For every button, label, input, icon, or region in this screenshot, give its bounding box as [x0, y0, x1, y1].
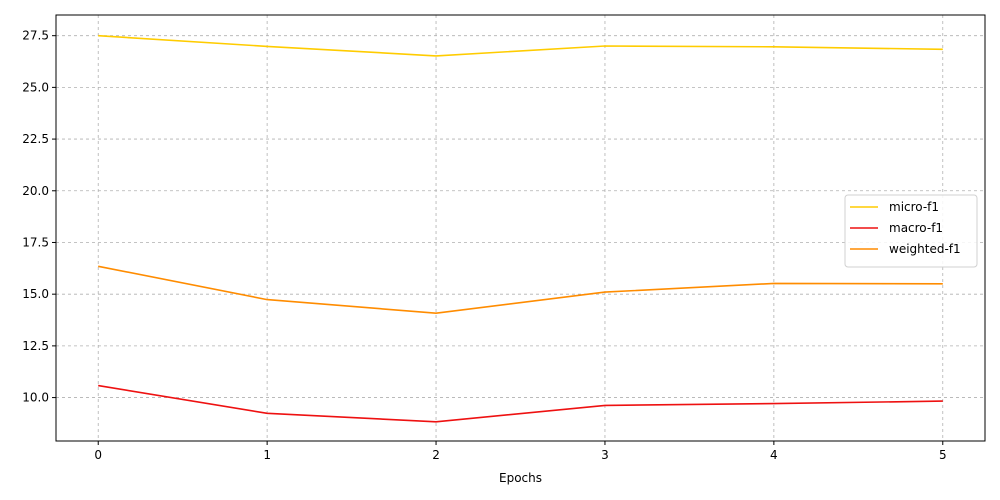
plot-area: [55, 14, 986, 442]
y-tick-label: 25.0: [22, 80, 49, 94]
y-tick-label: 20.0: [22, 184, 49, 198]
x-tick-label: 0: [94, 448, 102, 462]
x-tick-label: 5: [939, 448, 947, 462]
legend-label: weighted-f1: [889, 242, 961, 256]
series-line-micro-f1: [98, 34, 943, 57]
x-tick-label: 1: [263, 448, 271, 462]
x-tick-label: 3: [601, 448, 609, 462]
legend: micro-f1 macro-f1 weighted-f1: [844, 194, 978, 268]
series-line-macro-f1: [98, 384, 943, 423]
y-tick-label: 15.0: [22, 287, 49, 301]
series-line-weighted-f1: [98, 265, 943, 315]
y-tick-label: 27.5: [22, 29, 49, 43]
legend-label: macro-f1: [889, 221, 943, 235]
y-axis-ticks: 10.0 12.5 15.0 17.5 20.0 22.5 25.0 27.5: [22, 29, 56, 405]
x-tick-label: 2: [432, 448, 440, 462]
legend-label: micro-f1: [889, 200, 939, 214]
grid: [56, 15, 985, 441]
x-tick-label: 4: [770, 448, 778, 462]
series-lines: [98, 34, 943, 423]
y-tick-label: 12.5: [22, 339, 49, 353]
y-tick-label: 17.5: [22, 235, 49, 249]
y-tick-label: 10.0: [22, 391, 49, 405]
y-tick-label: 22.5: [22, 132, 49, 146]
x-axis-label: Epochs: [499, 471, 542, 485]
x-axis-ticks: 0 1 2 3 4 5: [94, 441, 947, 462]
